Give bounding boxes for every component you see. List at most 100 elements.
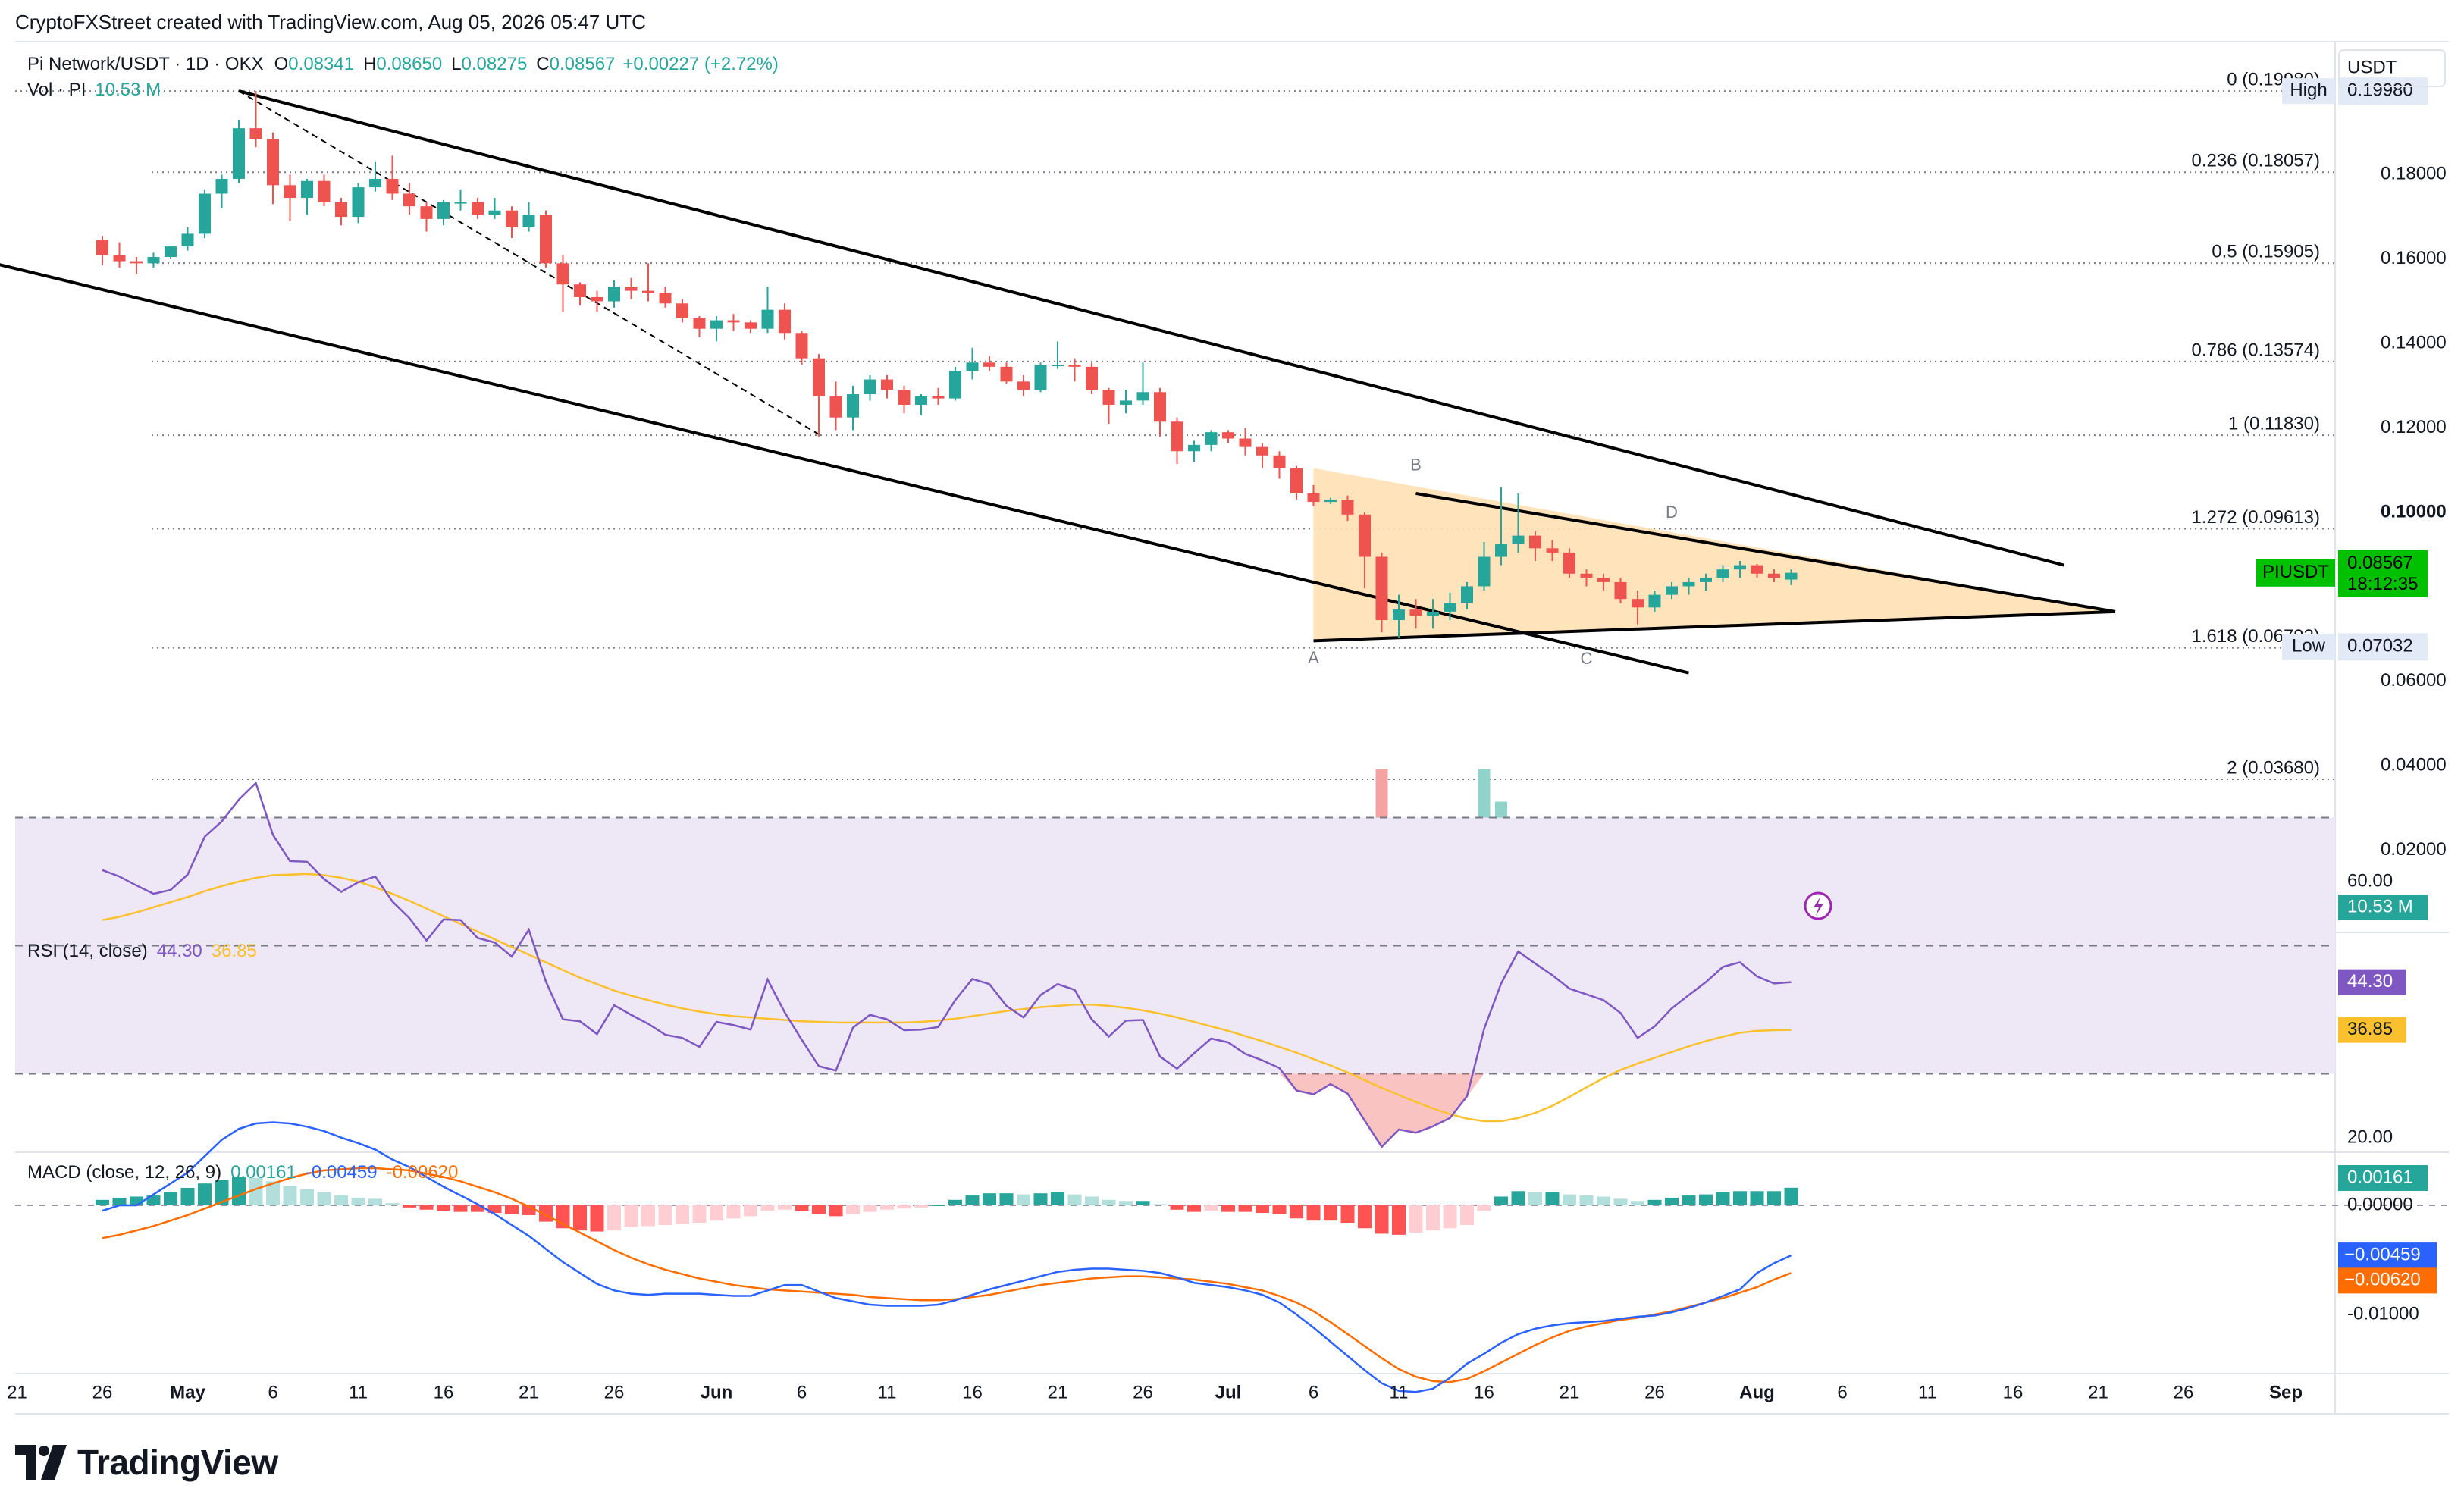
candle[interactable] — [693, 318, 706, 329]
candle[interactable] — [249, 128, 262, 139]
candle[interactable] — [727, 320, 740, 323]
candle[interactable] — [540, 215, 552, 264]
candle[interactable] — [1648, 594, 1661, 608]
candle[interactable] — [1768, 573, 1780, 578]
candle[interactable] — [1546, 548, 1559, 553]
candle[interactable] — [318, 180, 331, 202]
candle[interactable] — [420, 206, 433, 219]
candle[interactable] — [1000, 366, 1013, 382]
candle[interactable] — [795, 333, 808, 359]
candle[interactable] — [1478, 556, 1491, 587]
candle[interactable] — [1409, 609, 1422, 616]
candle[interactable] — [1444, 603, 1456, 612]
channel-line-lower[interactable] — [0, 240, 1689, 675]
candle[interactable] — [574, 284, 586, 297]
candle[interactable] — [1102, 390, 1115, 405]
candle[interactable] — [130, 261, 143, 264]
candle[interactable] — [352, 187, 365, 218]
candle[interactable] — [454, 202, 467, 204]
candle[interactable] — [1597, 578, 1610, 582]
currency-button[interactable] — [2338, 49, 2446, 87]
candle[interactable] — [966, 362, 979, 371]
lightning-icon[interactable] — [1804, 891, 1832, 920]
candle[interactable] — [1359, 514, 1371, 557]
candle[interactable] — [335, 202, 347, 218]
candle[interactable] — [1700, 578, 1712, 582]
candle[interactable] — [1034, 365, 1047, 390]
candle[interactable] — [625, 287, 638, 291]
candle[interactable] — [1495, 544, 1507, 557]
candle[interactable] — [1188, 444, 1200, 452]
candle[interactable] — [1017, 381, 1030, 390]
triangle-line[interactable] — [1313, 609, 2116, 643]
candle[interactable] — [659, 293, 672, 304]
candle[interactable] — [1682, 581, 1695, 587]
candle[interactable] — [147, 257, 160, 264]
candle[interactable] — [267, 139, 279, 186]
candle[interactable] — [1751, 565, 1763, 574]
candle[interactable] — [1375, 556, 1388, 621]
channel-line-upper[interactable] — [238, 89, 2065, 567]
candle[interactable] — [1324, 500, 1337, 503]
candle[interactable] — [1171, 421, 1183, 452]
candle[interactable] — [301, 180, 313, 199]
candle[interactable] — [215, 178, 228, 194]
candle[interactable] — [284, 185, 296, 199]
candle[interactable] — [676, 303, 688, 318]
candle[interactable] — [864, 379, 876, 395]
candle[interactable] — [642, 290, 654, 293]
candle[interactable] — [1307, 493, 1320, 503]
candle[interactable] — [437, 202, 450, 219]
candle[interactable] — [1512, 535, 1525, 544]
candle[interactable] — [1136, 392, 1149, 401]
candle[interactable] — [710, 320, 723, 329]
candle[interactable] — [181, 233, 194, 247]
candle[interactable] — [472, 202, 484, 215]
triangle-line[interactable] — [1415, 491, 2116, 613]
candle[interactable] — [1222, 432, 1234, 439]
candle[interactable] — [1273, 455, 1286, 468]
candle[interactable] — [949, 371, 961, 399]
candle[interactable] — [1290, 468, 1303, 494]
candle[interactable] — [813, 358, 825, 396]
candle[interactable] — [898, 390, 911, 405]
candle[interactable] — [488, 210, 501, 215]
candle[interactable] — [522, 215, 535, 228]
candle[interactable] — [1256, 446, 1268, 456]
candle[interactable] — [1529, 535, 1541, 549]
candle[interactable] — [233, 128, 245, 179]
candle[interactable] — [932, 396, 945, 399]
tradingview-brand[interactable]: TradingView — [15, 1442, 278, 1483]
candle[interactable] — [1614, 581, 1627, 600]
candle[interactable] — [1154, 392, 1166, 422]
candle[interactable] — [1068, 365, 1081, 367]
candle[interactable] — [1239, 438, 1252, 447]
candle[interactable] — [199, 193, 211, 234]
candle[interactable] — [403, 193, 415, 207]
candle[interactable] — [608, 287, 620, 302]
candle[interactable] — [506, 210, 518, 228]
candle[interactable] — [96, 240, 108, 255]
candle[interactable] — [1086, 366, 1098, 390]
candle[interactable] — [1632, 599, 1644, 608]
candle[interactable] — [1393, 609, 1405, 621]
candle[interactable] — [1563, 552, 1575, 574]
candle[interactable] — [113, 255, 126, 262]
candle[interactable] — [983, 362, 995, 367]
candle[interactable] — [1120, 400, 1132, 405]
candle[interactable] — [915, 396, 927, 405]
candle[interactable] — [591, 296, 603, 302]
candle[interactable] — [745, 322, 757, 329]
candle[interactable] — [1427, 611, 1439, 616]
candle[interactable] — [829, 396, 842, 418]
candle[interactable] — [1461, 586, 1473, 603]
candle[interactable] — [881, 379, 893, 390]
candle[interactable] — [1785, 572, 1798, 580]
candle[interactable] — [761, 309, 774, 329]
candle[interactable] — [1716, 569, 1729, 578]
candle[interactable] — [369, 178, 381, 188]
candle[interactable] — [556, 263, 569, 285]
candle[interactable] — [1734, 565, 1746, 570]
candle[interactable] — [386, 178, 399, 194]
